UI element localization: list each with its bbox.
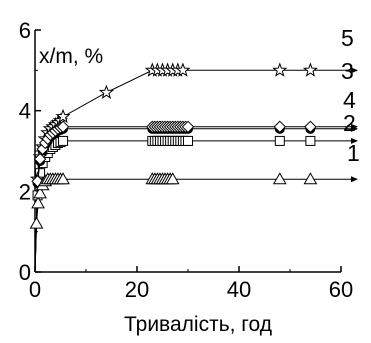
- x-tick-label: 0: [29, 277, 41, 302]
- curve-number-label: 2: [343, 110, 356, 136]
- marker-star: [272, 62, 288, 77]
- marker-diamond: [181, 120, 195, 134]
- series-line-4: [34, 126, 357, 273]
- marker-diamond: [304, 120, 317, 134]
- series-line-3: [34, 69, 357, 273]
- y-tick-label: 4: [19, 99, 31, 124]
- curve-number-label: 1: [347, 140, 360, 166]
- marker-star: [175, 62, 191, 77]
- curve-number-label: 3: [341, 58, 354, 84]
- marker-square: [305, 135, 316, 146]
- marker-triangle: [29, 216, 44, 229]
- marker-square: [274, 135, 285, 146]
- marker-diamond: [56, 120, 70, 134]
- x-axis-label: Тривалість, год: [124, 313, 272, 336]
- series-line-2: [34, 128, 357, 273]
- marker-triangle: [165, 172, 180, 185]
- series-line-5: [34, 178, 357, 273]
- series-arrow-4: [351, 123, 358, 130]
- curve-number-label: 5: [341, 25, 354, 51]
- marker-diamond: [273, 120, 287, 134]
- marker-triangle: [33, 186, 47, 199]
- marker-star: [302, 62, 318, 77]
- marker-diamond: [33, 152, 47, 166]
- series-line-1: [34, 140, 357, 273]
- y-tick-label: 6: [19, 18, 31, 43]
- series-arrow-5: [351, 176, 358, 183]
- marker-square: [58, 135, 69, 146]
- series-arrow-3: [351, 67, 358, 74]
- y-tick-label: 0: [19, 260, 31, 285]
- marker-square: [183, 135, 193, 146]
- x-tick-label: 20: [125, 277, 149, 302]
- marker-star: [55, 108, 71, 124]
- x-tick-label: 40: [227, 277, 251, 302]
- marker-triangle: [56, 172, 70, 185]
- marker-triangle: [272, 172, 287, 185]
- y-axis-label: x/m, %: [39, 45, 103, 68]
- marker-triangle: [303, 172, 318, 185]
- y-tick-label: 2: [19, 179, 31, 204]
- curve-number-label: 4: [343, 87, 356, 113]
- marker-triangle: [31, 196, 45, 209]
- marker-star: [98, 84, 114, 99]
- x-tick-label: 60: [329, 277, 353, 302]
- series-arrow-1: [351, 137, 358, 144]
